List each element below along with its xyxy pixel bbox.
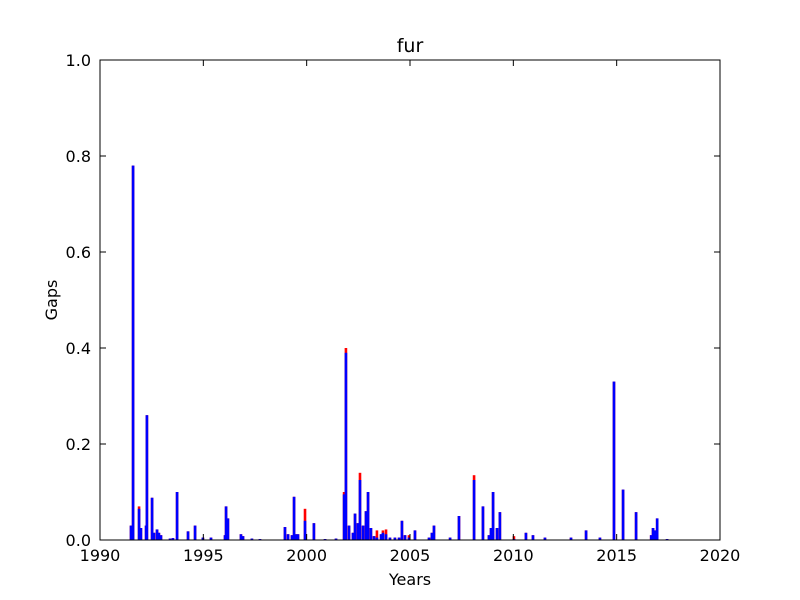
bar: [155, 529, 159, 540]
bar: [621, 489, 625, 540]
bar: [472, 480, 476, 540]
bar: [379, 534, 383, 540]
chart-title: fur: [397, 35, 424, 57]
bar: [543, 537, 547, 540]
bar: [294, 534, 298, 540]
x-tick-label: 2000: [286, 546, 327, 565]
bar: [186, 531, 190, 540]
y-axis-label: Gaps: [42, 280, 61, 321]
bar: [375, 537, 379, 540]
x-tick-label: 2020: [700, 546, 741, 565]
bar: [145, 415, 149, 540]
bar: [358, 480, 362, 540]
bar: [342, 494, 346, 540]
y-tick-label: 0.2: [66, 435, 91, 454]
y-tick-label: 0.8: [66, 147, 91, 166]
bar: [347, 525, 351, 540]
bar: [292, 496, 296, 540]
bar: [226, 518, 230, 540]
bar: [487, 535, 491, 540]
bar: [139, 528, 143, 540]
bar: [224, 506, 228, 540]
bar: [512, 536, 516, 540]
bar: [168, 538, 172, 540]
bar: [649, 535, 653, 540]
bar: [489, 528, 493, 540]
x-tick-label: 2015: [596, 546, 637, 565]
bar: [364, 511, 368, 540]
bar: [250, 538, 254, 540]
y-tick-label: 0.0: [66, 531, 91, 550]
bar: [303, 520, 307, 540]
bar: [651, 528, 655, 540]
bar: [634, 512, 638, 540]
bar: [531, 535, 535, 540]
bar: [403, 535, 407, 540]
bar: [209, 537, 213, 540]
bar: [524, 532, 528, 540]
bar: [498, 512, 502, 540]
bar: [241, 536, 245, 540]
bar: [369, 528, 373, 540]
x-tick-label: 2010: [493, 546, 534, 565]
x-axis-label: Years: [388, 570, 431, 589]
bar: [193, 525, 197, 540]
bar: [296, 534, 300, 540]
bar: [286, 534, 290, 540]
bar: [584, 530, 588, 540]
bar: [353, 513, 357, 540]
bar: [612, 381, 616, 540]
bar: [356, 523, 360, 540]
bar: [137, 508, 141, 540]
bar: [381, 532, 385, 540]
bar: [171, 538, 175, 540]
bar: [653, 530, 657, 540]
bar: [457, 516, 461, 540]
x-tick-label: 2005: [390, 546, 431, 565]
bar: [495, 528, 499, 540]
bar: [334, 538, 338, 540]
y-tick-label: 0.4: [66, 339, 91, 358]
y-tick-label: 1.0: [66, 51, 91, 70]
bar: [366, 492, 370, 540]
bar: [432, 525, 436, 540]
bar: [150, 497, 154, 540]
bar: [312, 523, 316, 540]
bar: [427, 537, 431, 540]
bar: [157, 532, 161, 540]
bar: [598, 537, 602, 540]
bar: [413, 530, 417, 540]
bar: [372, 536, 376, 540]
bar: [344, 352, 348, 540]
bar: [481, 506, 485, 540]
bar: [388, 537, 392, 540]
bar: [384, 534, 388, 540]
bar: [393, 537, 397, 540]
bar: [175, 492, 179, 540]
bar: [351, 532, 355, 540]
bar: [397, 537, 401, 540]
bar: [448, 537, 452, 540]
bar: [491, 492, 495, 540]
bar: [569, 537, 573, 540]
bar: [375, 530, 379, 540]
bar: [430, 532, 434, 540]
bar: [159, 535, 163, 540]
bar: [407, 537, 411, 540]
x-tick-label: 1990: [80, 546, 121, 565]
bar: [361, 525, 365, 540]
bar: [283, 527, 287, 540]
bar: [655, 518, 659, 540]
bar: [131, 165, 135, 540]
bars: [129, 165, 669, 540]
bar: [152, 532, 156, 540]
bar: [400, 520, 404, 540]
bar: [239, 534, 243, 540]
y-tick-label: 0.6: [66, 243, 91, 262]
bar: [290, 535, 294, 540]
x-tick-label: 1995: [183, 546, 224, 565]
bar: [129, 525, 133, 540]
